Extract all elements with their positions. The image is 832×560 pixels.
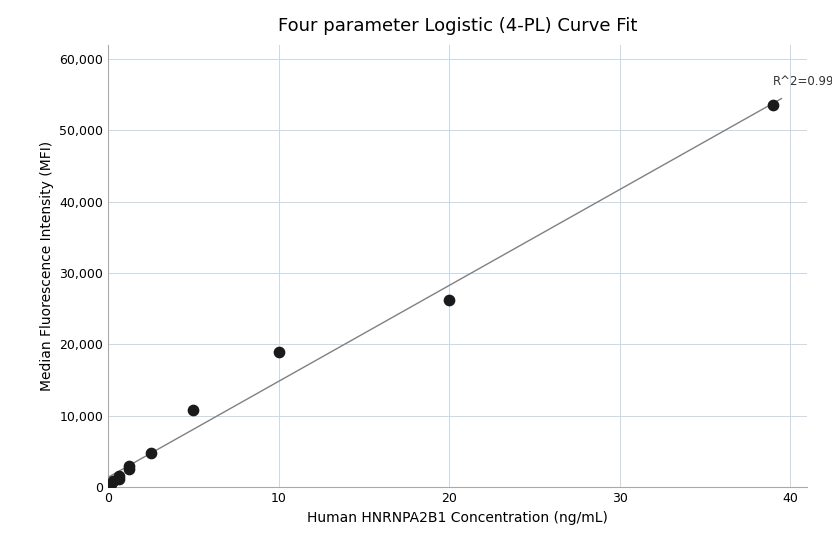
Point (112, 472, 126, 481)
Point (272, 347, 285, 356)
Point (443, 296, 456, 305)
Title: Four parameter Logistic (4-PL) Curve Fit: Four parameter Logistic (4-PL) Curve Fit (278, 17, 637, 35)
Point (186, 405, 200, 414)
Point (104, 479, 117, 488)
Point (766, 101, 780, 110)
X-axis label: Human HNRNPA2B1 Concentration (ng/mL): Human HNRNPA2B1 Concentration (ng/mL) (307, 511, 608, 525)
Point (144, 449, 157, 458)
Point (112, 474, 126, 483)
Text: R^2=0.9909: R^2=0.9909 (773, 74, 832, 87)
Point (106, 477, 120, 486)
Point (123, 461, 136, 470)
Point (123, 465, 136, 474)
Y-axis label: Median Fluorescence Intensity (MFI): Median Fluorescence Intensity (MFI) (40, 141, 54, 391)
